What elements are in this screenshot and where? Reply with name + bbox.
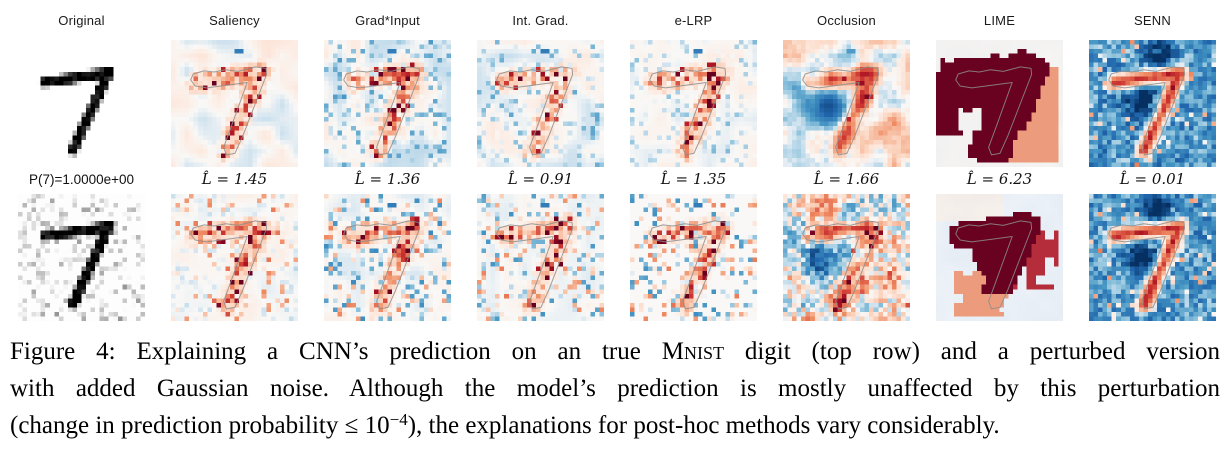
column-original: Original P(7)=1.0000e+00 <box>18 0 145 321</box>
heatmap-saliency-bottom <box>171 194 298 321</box>
heatmap-grad-input-bottom <box>324 194 451 321</box>
original-digit-canvas-noisy <box>18 194 145 321</box>
sensitivity-stat-label: L̂ = 0.91 <box>507 170 574 188</box>
heatmap-occlusion-canvas-top <box>783 40 910 167</box>
sensitivity-stat-label: L̂ = 1.35 <box>660 170 727 188</box>
column-grad-input: Grad*Input L̂ = 1.36 <box>324 0 451 321</box>
column-int-grad: Int. Grad. L̂ = 0.91 <box>477 0 604 321</box>
heatmap-elrp-bottom <box>630 194 757 321</box>
heatmap-elrp-canvas-bottom <box>630 194 757 321</box>
heatmap-lime-bottom <box>936 194 1063 321</box>
sensitivity-stat-label: L̂ = 1.45 <box>201 170 268 188</box>
original-digit-canvas-top <box>18 40 145 167</box>
figure-caption: Figure 4: Explaining a CNN’s prediction … <box>10 333 1220 446</box>
caption-line-1: Figure 4: Explaining a CNN’s prediction … <box>10 333 1220 370</box>
column-header-elrp: e-LRP <box>674 13 713 28</box>
heatmap-elrp-canvas-top <box>630 40 757 167</box>
caption-math-leq: ≤ 10 <box>344 412 390 439</box>
caption-text: digit (top row) and a perturbed version <box>723 338 1221 365</box>
heatmap-saliency-canvas-top <box>171 40 298 167</box>
heatmap-lime-canvas-bottom <box>936 194 1063 321</box>
original-digit-image-top <box>18 40 145 167</box>
column-header-original: Original <box>58 13 105 28</box>
caption-text: Figure 4: Explaining a CNN’s prediction … <box>10 338 662 365</box>
caption-line-3: (change in prediction probability ≤ 10−4… <box>10 407 1220 446</box>
heatmap-senn-top <box>1089 40 1216 167</box>
column-saliency: Saliency L̂ = 1.45 <box>171 0 298 321</box>
heatmap-grad-input-canvas-bottom <box>324 194 451 321</box>
original-digit-image-noisy <box>18 194 145 321</box>
sensitivity-stat-label: L̂ = 1.36 <box>354 170 421 188</box>
heatmap-int-grad-bottom <box>477 194 604 321</box>
prediction-probability-label: P(7)=1.0000e+00 <box>28 172 135 187</box>
column-header-occlusion: Occlusion <box>817 13 876 28</box>
heatmap-occlusion-top <box>783 40 910 167</box>
heatmap-senn-bottom <box>1089 194 1216 321</box>
heatmap-saliency-top <box>171 40 298 167</box>
column-header-lime: LIME <box>983 13 1016 28</box>
column-header-saliency: Saliency <box>209 13 260 28</box>
heatmap-saliency-canvas-bottom <box>171 194 298 321</box>
sensitivity-stat-label: L̂ = 1.66 <box>813 170 880 188</box>
caption-superscript: −4 <box>389 409 408 429</box>
caption-text: ), the explanations for post-hoc methods… <box>407 412 1000 439</box>
heatmap-lime-top <box>936 40 1063 167</box>
heatmap-int-grad-top <box>477 40 604 167</box>
heatmap-elrp-top <box>630 40 757 167</box>
column-header-grad-input: Grad*Input <box>355 13 420 28</box>
caption-line-2: with added Gaussian noise. Although the … <box>10 370 1220 407</box>
heatmap-occlusion-canvas-bottom <box>783 194 910 321</box>
heatmap-occlusion-bottom <box>783 194 910 321</box>
caption-text: (change in prediction probability <box>10 412 345 439</box>
heatmap-senn-canvas-top <box>1089 40 1216 167</box>
sensitivity-stat-label: L̂ = 6.23 <box>966 170 1033 188</box>
caption-smallcaps-mnist: Mnist <box>661 338 724 365</box>
column-header-senn: SENN <box>1134 13 1171 28</box>
column-occlusion: Occlusion L̂ = 1.66 <box>783 0 910 321</box>
column-lime: LIME L̂ = 6.23 <box>936 0 1063 321</box>
panel-grid: Original P(7)=1.0000e+00 Saliency L̂ = 1… <box>18 0 1216 321</box>
heatmap-grad-input-top <box>324 40 451 167</box>
heatmap-int-grad-canvas-bottom <box>477 194 604 321</box>
column-elrp: e-LRP L̂ = 1.35 <box>630 0 757 321</box>
column-senn: SENN L̂ = 0.01 <box>1089 0 1216 321</box>
heatmap-lime-canvas-top <box>936 40 1063 167</box>
heatmap-senn-canvas-bottom <box>1089 194 1216 321</box>
sensitivity-stat-label: L̂ = 0.01 <box>1119 170 1186 188</box>
caption-text: with added Gaussian noise. Although the … <box>10 375 1220 402</box>
heatmap-int-grad-canvas-top <box>477 40 604 167</box>
heatmap-grad-input-canvas-top <box>324 40 451 167</box>
column-header-int-grad: Int. Grad. <box>512 13 569 28</box>
